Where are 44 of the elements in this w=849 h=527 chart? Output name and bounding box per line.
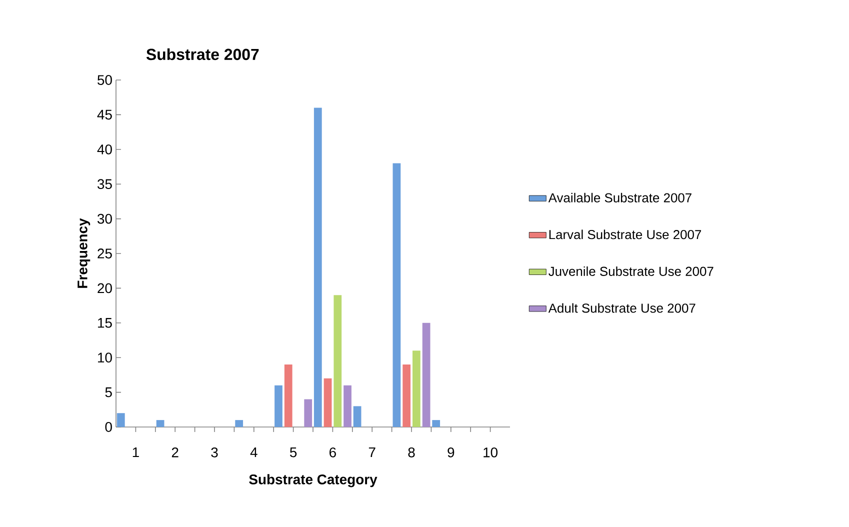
legend-label: Available Substrate 2007 [548, 192, 692, 202]
y-tick-label: 35 [98, 179, 112, 190]
bar [304, 399, 312, 427]
legend-label: Juvenile Substrate Use 2007 [548, 266, 714, 276]
bar [324, 378, 332, 427]
bar [334, 295, 342, 427]
y-tick-label: 30 [98, 214, 112, 224]
x-tick-label: 9 [448, 447, 454, 458]
bar [422, 322, 430, 427]
bar [353, 406, 362, 427]
x-axis-title: Substrate Category [249, 474, 378, 488]
y-tick-label: 45 [97, 110, 112, 120]
y-tick-label: 25 [98, 248, 112, 258]
bar [284, 364, 292, 427]
bar [235, 420, 244, 427]
x-tick-label: 6 [330, 447, 336, 458]
bar [402, 364, 411, 427]
y-tick-label: 5 [105, 387, 112, 398]
bar [314, 108, 322, 427]
bar [432, 420, 440, 427]
bar [274, 385, 282, 427]
legend-label: Larval Substrate Use 2007 [549, 230, 702, 240]
x-tick-label: 7 [368, 447, 376, 458]
legend-label: Adult Substrate Use 2007 [548, 303, 696, 313]
y-tick-label: 0 [105, 422, 112, 432]
y-tick-label: 50 [98, 75, 112, 85]
x-tick-label: 10 [484, 447, 498, 458]
x-tick-label: 2 [172, 447, 178, 458]
bar [392, 163, 401, 427]
bar [412, 350, 420, 427]
y-tick-label: 20 [98, 283, 112, 294]
bar [344, 385, 352, 427]
bar [116, 413, 125, 427]
y-tick-label: 10 [98, 352, 112, 363]
y-tick-label: 40 [97, 144, 112, 154]
bar [156, 420, 164, 427]
x-tick-label: 8 [408, 447, 415, 458]
x-tick-label: 5 [290, 447, 297, 458]
y-tick-label: 15 [98, 318, 112, 328]
chart-title: Substrate 2007 [146, 48, 259, 60]
y-axis-title: Frequency [78, 218, 90, 288]
x-tick-label: 1 [132, 447, 139, 458]
x-tick-label: 4 [250, 447, 258, 458]
x-tick-label: 3 [211, 447, 218, 458]
